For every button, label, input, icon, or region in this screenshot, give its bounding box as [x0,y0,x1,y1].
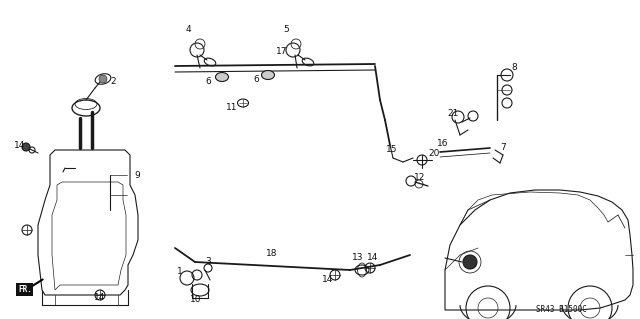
Text: SR43 B1500C: SR43 B1500C [536,306,587,315]
Text: 18: 18 [266,249,278,257]
Text: 13: 13 [352,254,364,263]
Text: 10: 10 [190,295,202,305]
Text: 4: 4 [185,26,191,34]
Text: 6: 6 [253,76,259,85]
Text: 7: 7 [500,143,506,152]
Circle shape [22,143,30,151]
Text: 6: 6 [205,78,211,86]
Text: 15: 15 [387,145,397,154]
Text: 21: 21 [447,108,459,117]
Text: 17: 17 [276,48,288,56]
Text: 2: 2 [110,78,116,86]
Text: 5: 5 [283,26,289,34]
Ellipse shape [262,70,275,79]
Text: 16: 16 [437,139,449,149]
Text: 14: 14 [94,293,106,302]
Text: 11: 11 [227,102,237,112]
Text: 3: 3 [205,257,211,266]
Text: 1: 1 [177,268,183,277]
Text: 12: 12 [414,174,426,182]
Circle shape [99,75,107,83]
Text: 9: 9 [134,170,140,180]
Ellipse shape [216,72,228,81]
Text: FR.: FR. [18,285,32,294]
Text: 20: 20 [428,150,440,159]
Text: 14: 14 [323,276,333,285]
Circle shape [463,255,477,269]
Text: 14: 14 [14,140,26,150]
Text: 8: 8 [511,63,517,72]
Text: 14: 14 [367,253,379,262]
